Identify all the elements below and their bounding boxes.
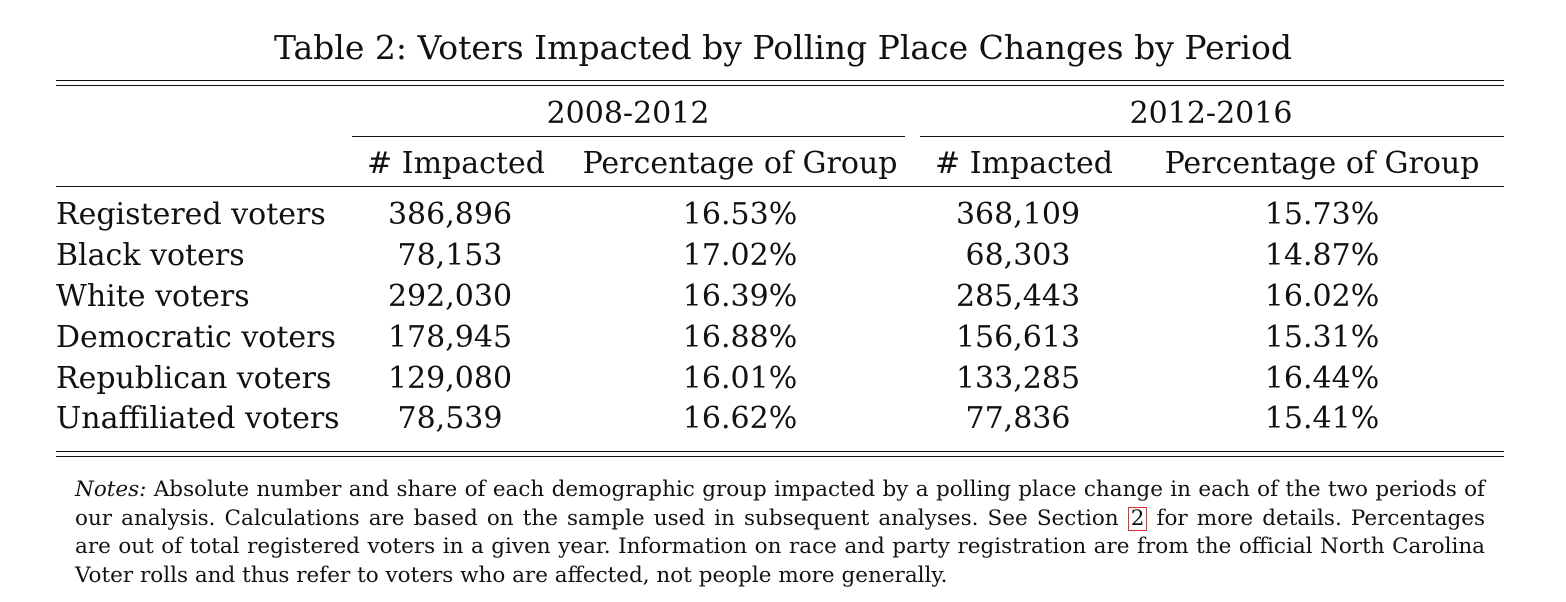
row-label: Registered voters [56,197,326,232]
top-rule-1 [56,80,1504,81]
table-cell: 16.62% [682,401,798,436]
table-cell: 14.87% [1264,238,1380,273]
row-label: Black voters [56,238,245,273]
bottom-rule-2 [56,456,1504,457]
table-cell: 16.01% [682,361,798,396]
notes-text-after-ref: for more details. Percentages are out of… [75,505,1485,588]
table-cell: 133,285 [955,361,1081,396]
table-cell: 386,896 [387,197,513,232]
notes-text-before-ref: Absolute number and share of each demogr… [75,477,1485,531]
table-cell: 78,153 [397,238,503,273]
period-header-2012-2016: 2012-2016 [1129,96,1293,131]
table-cell: 16.39% [682,279,798,314]
table-cell: 77,836 [965,401,1071,436]
table-cell: 129,080 [387,361,513,396]
subheader-percentage-2: Percentage of Group [1164,146,1480,181]
subheader-impacted-1: # Impacted [367,146,545,181]
row-label: White voters [56,279,250,314]
table-caption: Table 2: Voters Impacted by Polling Plac… [274,28,1292,67]
table-cell: 15.31% [1264,320,1380,355]
table-cell: 16.44% [1264,361,1380,396]
table-cell: 15.41% [1264,401,1380,436]
table-cell: 68,303 [965,238,1071,273]
header-rule [56,186,1504,187]
table-cell: 78,539 [397,401,503,436]
period-underline-2 [920,136,1504,137]
section-reference-link[interactable]: 2 [1127,506,1148,531]
top-rule-2 [56,85,1504,86]
table-cell: 285,443 [955,279,1081,314]
table-cell: 16.88% [682,320,798,355]
subheader-impacted-2: # Impacted [935,146,1113,181]
subheader-percentage-1: Percentage of Group [582,146,898,181]
table-cell: 16.53% [682,197,798,232]
table-cell: 16.02% [1264,279,1380,314]
table-cell: 156,613 [955,320,1081,355]
table-cell: 368,109 [955,197,1081,232]
table-cell: 178,945 [387,320,513,355]
row-label: Republican voters [56,361,332,396]
notes-label: Notes: [75,477,147,502]
row-label: Unaffiliated voters [56,401,340,436]
row-label: Democratic voters [56,320,336,355]
table-notes: Notes: Absolute number and share of each… [75,476,1485,590]
period-underline-1 [352,136,905,137]
period-header-2008-2012: 2008-2012 [546,96,710,131]
table-cell: 15.73% [1264,197,1380,232]
table-cell: 17.02% [682,238,798,273]
table-cell: 292,030 [387,279,513,314]
bottom-rule-1 [56,451,1504,452]
